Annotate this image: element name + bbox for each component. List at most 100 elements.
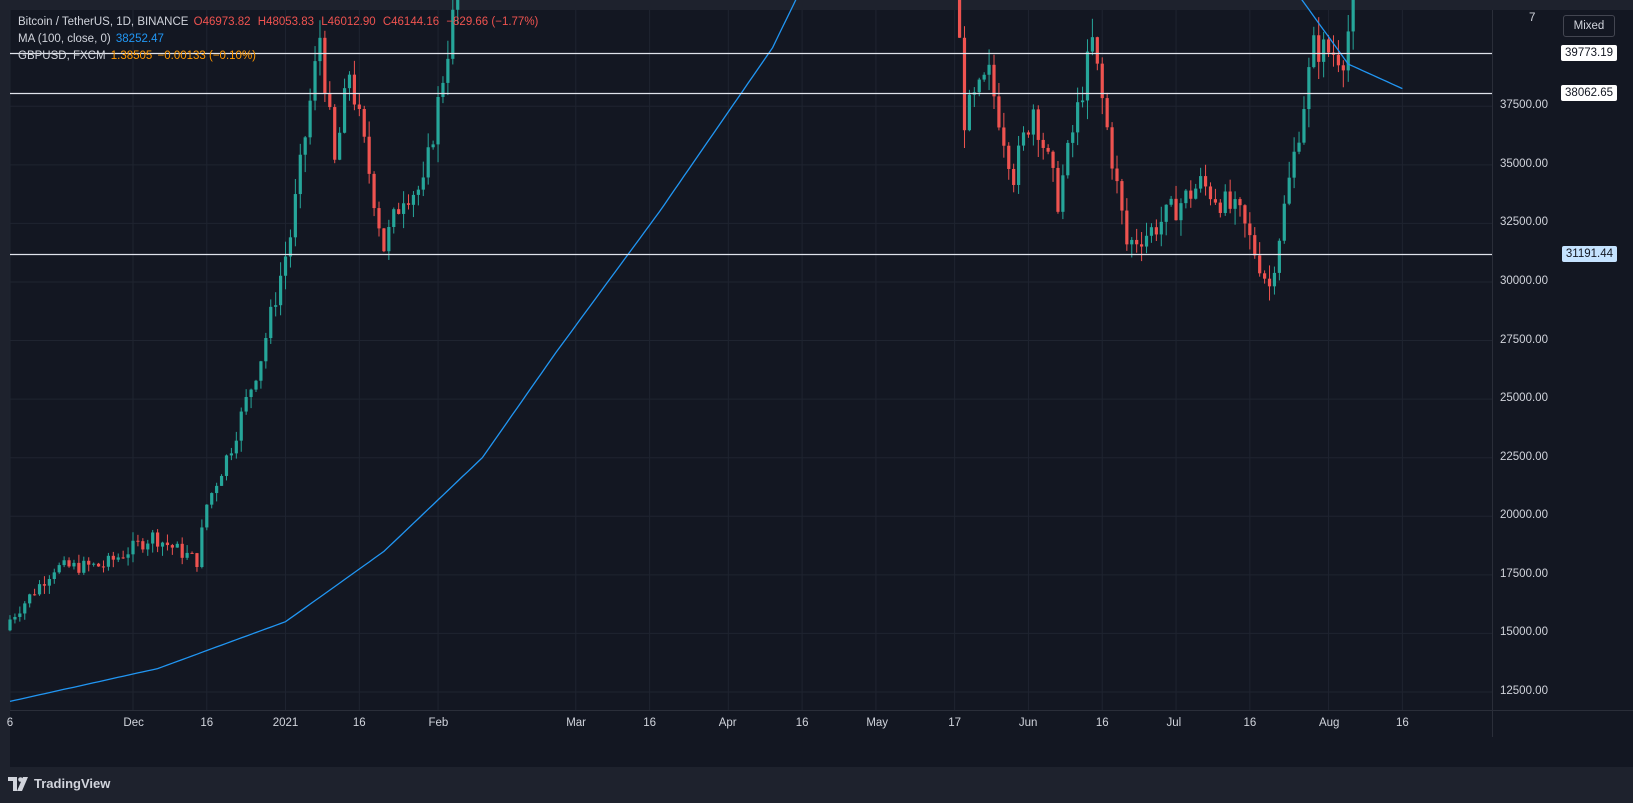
candle-down (96, 563, 101, 567)
x-tick-label: 16 (795, 717, 809, 729)
candle-down (33, 594, 37, 596)
candle-up (1346, 31, 1350, 71)
candle-up (229, 453, 233, 456)
candle-up (1199, 176, 1203, 189)
plot-area[interactable] (10, 10, 1633, 767)
candle-up (1061, 175, 1065, 212)
candle-up (1322, 39, 1326, 62)
candle-down (1336, 54, 1340, 66)
candle-up (1302, 109, 1306, 143)
y-tick-label: 17500.00 (1500, 567, 1548, 580)
x-tick-label: 16 (1243, 717, 1257, 729)
level-price-label: 31191.44 (1561, 246, 1617, 262)
candle-up (1159, 221, 1163, 235)
candle-up (259, 361, 263, 381)
y-tick-top-partial: 7 (1529, 12, 1536, 24)
candle-down (1007, 145, 1011, 169)
x-tick-label: Apr (718, 717, 737, 729)
candle-up (1144, 235, 1149, 247)
candle-up (411, 194, 416, 205)
candle-up (441, 82, 445, 98)
candle-up (146, 543, 150, 550)
candle-up (274, 305, 278, 307)
symbol-legend[interactable]: Bitcoin / TetherUS, 1D, BINANCE O46973.8… (18, 16, 540, 28)
candle-up (151, 532, 155, 544)
candle-up (392, 209, 396, 228)
candle-down (992, 64, 996, 97)
candle-down (362, 108, 366, 137)
candle-up (72, 562, 76, 567)
candle-down (1046, 147, 1050, 152)
y-tick-label: 22500.00 (1500, 450, 1548, 463)
candle-down (1041, 139, 1045, 148)
x-tick-label: 6 (6, 717, 14, 729)
candle-up (160, 542, 165, 547)
candle-up (303, 137, 307, 155)
gbpusd-legend[interactable]: GBPUSD, FXCM 1.38505 −0.00133 (−0.10%) (18, 50, 258, 62)
x-tick-label: Mar (566, 717, 586, 729)
candle-down (190, 552, 194, 554)
candle-up (219, 475, 224, 486)
candle-up (269, 306, 273, 339)
candle-down (101, 566, 106, 568)
candle-down (1263, 273, 1267, 279)
ma-legend[interactable]: MA (100, close, 0) 38252.47 (18, 33, 166, 45)
candle-up (92, 563, 96, 565)
y-tick-label: 27500.00 (1500, 333, 1548, 346)
candle-down (77, 562, 81, 573)
candle-down (67, 560, 71, 567)
candle-up (977, 79, 981, 93)
candle-up (1277, 240, 1281, 273)
candle-up (1312, 35, 1316, 68)
candle-up (1169, 198, 1173, 205)
symbol-name: Bitcoin / TetherUS, 1D, BINANCE (18, 16, 189, 28)
candle-down (357, 104, 361, 109)
candle-down (962, 37, 967, 131)
tradingview-text: TradingView (34, 776, 111, 791)
candle-up (254, 380, 258, 390)
candle-down (1036, 109, 1040, 140)
candle-up (279, 275, 283, 306)
candle-down (1140, 244, 1144, 247)
level-price-label: 39773.19 (1561, 45, 1617, 61)
candle-down (1213, 199, 1217, 203)
candle-down (1189, 190, 1193, 199)
x-tick-label: 16 (1095, 717, 1109, 729)
candle-down (1095, 37, 1099, 64)
mixed-scale-button[interactable]: Mixed (1563, 15, 1615, 37)
candle-up (387, 227, 391, 252)
candle-down (1258, 255, 1262, 274)
tradingview-branding[interactable]: TradingView (8, 776, 110, 791)
x-tick-label: 16 (643, 717, 656, 729)
x-tick-label: Dec (123, 717, 144, 729)
candle-up (313, 61, 317, 101)
candle-up (205, 504, 209, 528)
candle-up (982, 74, 986, 80)
candle-up (52, 572, 56, 580)
y-tick-label: 35000.00 (1500, 157, 1548, 170)
candle-down (1105, 98, 1109, 128)
ma-label: MA (100, close, 0) (18, 33, 111, 45)
candle-down (1317, 35, 1321, 62)
x-tick-label: 17 (948, 717, 962, 729)
candle-down (372, 173, 376, 209)
candle-up (57, 565, 61, 573)
candle-down (1248, 223, 1252, 236)
candle-up (239, 411, 243, 441)
y-tick-label: 30000.00 (1500, 274, 1548, 287)
candle-up (126, 554, 130, 558)
ohlc-open: O46973.82 (193, 16, 251, 28)
ma-value: 38252.47 (115, 33, 164, 45)
y-tick-label: 37500.00 (1500, 99, 1548, 112)
candle-down (406, 203, 411, 205)
gbpusd-value: 1.38505 (110, 50, 153, 62)
candle-up (82, 560, 86, 573)
candle-up (1297, 142, 1301, 152)
candle-up (1282, 203, 1286, 241)
x-tick-label: 2021 (272, 717, 299, 729)
candle-up (1031, 109, 1035, 135)
candle-down (165, 542, 170, 546)
ohlc-close: C46144.16 (382, 16, 440, 28)
candle-down (141, 541, 145, 550)
